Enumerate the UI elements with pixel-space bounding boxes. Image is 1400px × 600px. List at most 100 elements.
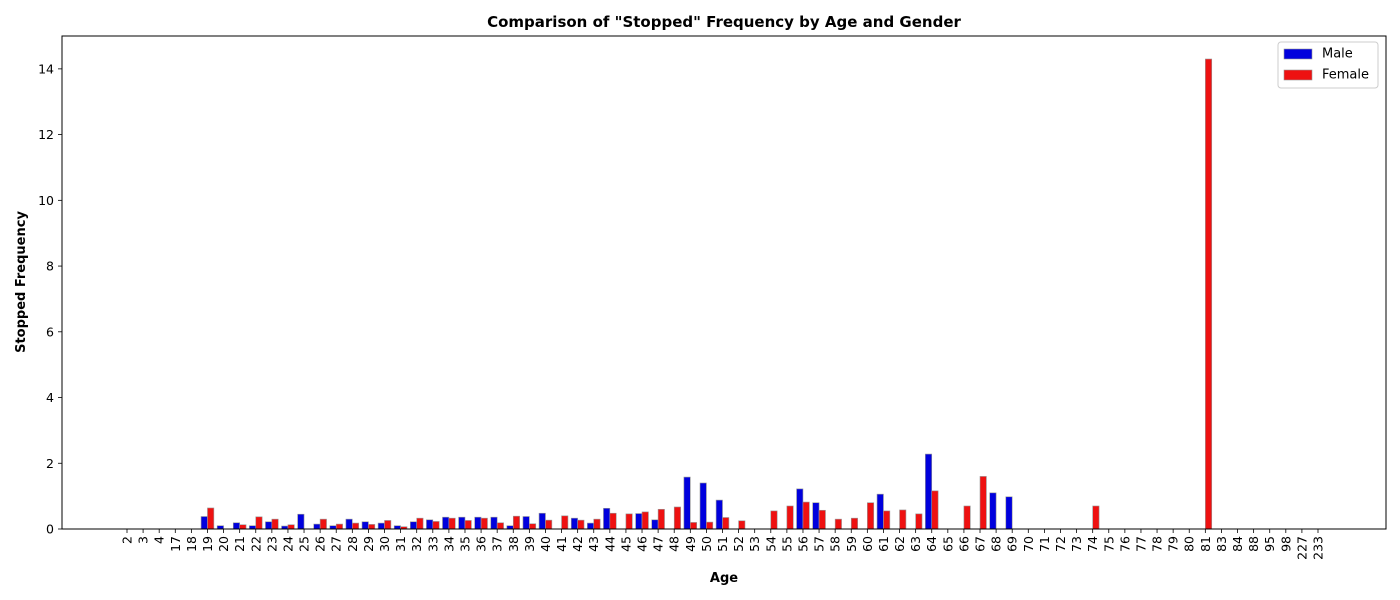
bar-female-42 — [577, 519, 585, 530]
bar-female-43 — [593, 518, 601, 530]
bar-male-29 — [361, 521, 369, 530]
bar-female-66 — [963, 505, 971, 530]
x-tick-label: 76 — [1117, 536, 1132, 552]
bar-female-74 — [1092, 505, 1100, 530]
bar-male-36 — [474, 516, 482, 530]
y-tick-label: 12 — [38, 127, 54, 142]
bar-female-35 — [464, 520, 472, 530]
bar-female-48 — [673, 506, 681, 530]
bar-female-51 — [722, 517, 730, 530]
y-axis-ticks: 0 2 4 6 8 10 12 14 — [38, 61, 62, 537]
x-tick-label: 233 — [1311, 536, 1326, 560]
x-tick-label: 57 — [812, 536, 827, 552]
chart-title: Comparison of "Stopped" Frequency by Age… — [487, 13, 961, 31]
x-tick-label: 74 — [1085, 536, 1100, 552]
bar-male-23 — [265, 521, 273, 530]
x-axis-label: Age — [710, 571, 738, 586]
x-tick-label: 77 — [1133, 536, 1148, 552]
x-tick-label: 66 — [956, 536, 971, 552]
bar-female-36 — [480, 517, 488, 530]
x-tick-label: 79 — [1166, 536, 1181, 552]
x-tick-label: 35 — [457, 536, 472, 552]
x-tick-label: 42 — [570, 536, 585, 552]
bar-female-27 — [335, 523, 343, 530]
x-tick-label: 41 — [554, 536, 569, 552]
x-tick-label: 83 — [1214, 536, 1229, 552]
x-tick-label: 78 — [1150, 536, 1165, 552]
x-tick-label: 62 — [892, 536, 907, 552]
bar-female-67 — [979, 476, 987, 530]
plot-frame — [61, 35, 1387, 530]
bar-male-51 — [715, 499, 723, 530]
bar-male-37 — [490, 516, 498, 530]
x-tick-label: 75 — [1101, 536, 1116, 552]
x-tick-label: 37 — [490, 536, 505, 552]
bar-female-23 — [271, 518, 279, 530]
x-tick-label: 19 — [200, 536, 215, 552]
x-tick-label: 22 — [248, 536, 263, 552]
bar-male-50 — [699, 482, 707, 530]
x-tick-label: 71 — [1037, 536, 1052, 552]
bar-female-81 — [1205, 58, 1213, 530]
x-tick-label: 51 — [715, 536, 730, 552]
x-tick-label: 45 — [618, 536, 633, 552]
x-tick-label: 36 — [474, 536, 489, 552]
x-tick-label: 58 — [828, 536, 843, 552]
x-tick-label: 48 — [667, 536, 682, 552]
bar-female-47 — [657, 508, 665, 530]
legend-swatch-male — [1283, 48, 1313, 60]
bar-male-21 — [232, 522, 240, 530]
x-tick-label: 95 — [1262, 536, 1277, 552]
bar-female-56 — [802, 501, 810, 530]
x-tick-label: 21 — [232, 536, 247, 552]
x-tick-label: 20 — [216, 536, 231, 552]
bar-female-61 — [883, 510, 891, 530]
bar-male-34 — [442, 516, 450, 530]
bar-female-44 — [609, 512, 617, 530]
bar-female-60 — [867, 502, 875, 530]
bar-female-41 — [561, 515, 569, 530]
legend-swatch-female — [1283, 69, 1313, 81]
bar-female-46 — [641, 511, 649, 530]
x-tick-label: 69 — [1005, 536, 1020, 552]
x-tick-label: 46 — [635, 536, 650, 552]
bar-female-19 — [207, 507, 215, 530]
x-tick-label: 28 — [345, 536, 360, 552]
bar-male-30 — [377, 522, 385, 530]
x-tick-label: 2 — [120, 536, 135, 544]
x-tick-label: 63 — [908, 536, 923, 552]
y-tick-label: 0 — [46, 522, 54, 537]
bar-female-34 — [448, 517, 456, 530]
bar-female-22 — [255, 516, 263, 530]
bar-female-63 — [915, 513, 923, 530]
y-axis-label: Stopped Frequency — [14, 211, 29, 353]
x-tick-label: 68 — [989, 536, 1004, 552]
x-tick-label: 50 — [699, 536, 714, 552]
x-tick-label: 49 — [683, 536, 698, 552]
x-tick-label: 61 — [876, 536, 891, 552]
x-tick-label: 72 — [1053, 536, 1068, 552]
x-tick-label: 26 — [313, 536, 328, 552]
bar-male-46 — [635, 513, 643, 530]
bar-male-19 — [200, 516, 208, 530]
y-tick-label: 6 — [46, 324, 54, 339]
x-tick-label: 3 — [136, 536, 151, 544]
x-tick-label: 52 — [731, 536, 746, 552]
bar-male-33 — [426, 519, 434, 530]
y-tick-label: 2 — [46, 456, 54, 471]
x-tick-label: 81 — [1198, 536, 1213, 552]
x-tick-label: 29 — [361, 536, 376, 552]
bar-male-47 — [651, 519, 659, 530]
x-tick-label: 56 — [795, 536, 810, 552]
bar-female-45 — [625, 513, 633, 530]
x-tick-label: 30 — [377, 536, 392, 552]
bar-male-40 — [538, 512, 546, 530]
x-tick-label: 98 — [1278, 536, 1293, 552]
y-tick-label: 10 — [38, 193, 54, 208]
x-tick-label: 38 — [506, 536, 521, 552]
y-tick-label: 14 — [38, 61, 54, 76]
x-tick-label: 54 — [763, 536, 778, 552]
bar-female-21 — [239, 524, 247, 530]
bar-male-64 — [925, 453, 933, 530]
